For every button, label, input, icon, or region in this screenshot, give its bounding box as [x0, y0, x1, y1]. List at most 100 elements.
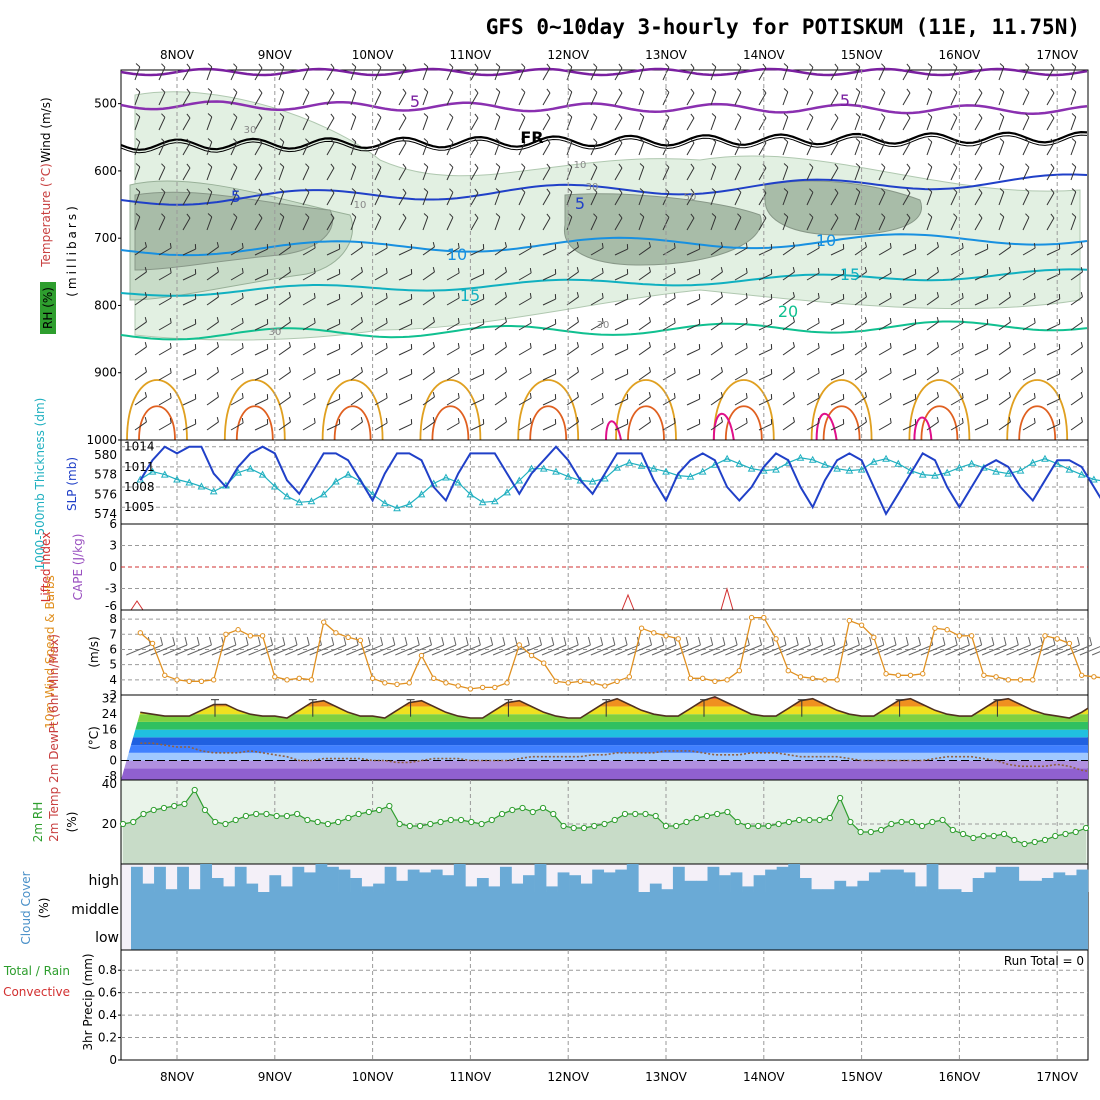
wind-barb — [182, 217, 191, 231]
contour-loop-30 — [724, 405, 763, 441]
wind-barb — [278, 166, 285, 181]
slp-series — [136, 445, 1100, 517]
wind-barb — [662, 217, 670, 231]
cloud-high-bar — [672, 866, 685, 892]
wind-barb-flag — [978, 188, 983, 194]
wind-barb — [782, 66, 789, 81]
surface-barb-flag — [526, 636, 530, 646]
wind-barb-flag — [953, 213, 958, 218]
wind-barb-flag — [618, 213, 623, 219]
contour-loop-25 — [712, 379, 775, 441]
wind-barb — [854, 246, 867, 256]
wind-barb-flag — [1050, 138, 1055, 144]
wind-barb-flag — [864, 341, 867, 348]
surface-barb — [333, 644, 359, 656]
wind-barb-flag — [906, 163, 911, 169]
wind-barb-flag — [576, 366, 579, 373]
wind-barb-flag — [288, 266, 291, 273]
contour-loop-25 — [223, 379, 286, 441]
wind-barb — [710, 141, 717, 156]
wind-barb-flag — [1080, 341, 1083, 348]
wind-barb-flag — [216, 316, 219, 323]
surface-barb — [236, 644, 261, 656]
wind-barb — [686, 348, 700, 356]
wind-barb-flag — [906, 188, 911, 194]
thickness-point — [747, 464, 756, 472]
wind-barb-flag — [817, 392, 820, 399]
wind-barb — [1046, 298, 1060, 306]
wind-speed-point — [369, 675, 376, 682]
wind-barb-flag — [313, 367, 316, 374]
cloud-high-bar — [984, 872, 997, 892]
wind-barb-flag — [241, 292, 244, 299]
cloud-high-bar — [488, 886, 501, 892]
wind-barb-flag — [567, 213, 573, 218]
wind-speed-point — [516, 642, 522, 648]
wind-barb-flag — [690, 188, 695, 194]
date-label-bottom: 17NOV — [1036, 1070, 1078, 1084]
wind-barb — [182, 142, 191, 156]
wind-barb — [278, 421, 291, 431]
thickness-point — [821, 460, 829, 468]
cloud-high-bar — [338, 869, 351, 892]
surface-barb-flag — [282, 636, 286, 646]
wind-barb — [662, 372, 676, 381]
wind-barb — [398, 167, 407, 181]
wind-barb — [782, 166, 789, 181]
wind-barb-flag — [783, 163, 789, 168]
wind-barb — [830, 92, 839, 106]
wind-barb — [806, 347, 820, 356]
wind-barb-flag — [889, 367, 892, 374]
wind-barb — [902, 217, 911, 231]
wind-barb-flag — [639, 88, 645, 93]
rh-point — [488, 816, 495, 824]
wind-barb-flag — [936, 291, 939, 298]
date-label-bottom: 10NOV — [352, 1070, 394, 1084]
contour-label: 50 — [684, 192, 697, 203]
date-label-top: 15NOV — [841, 48, 883, 62]
wind-barb-flag — [186, 88, 191, 94]
contour-label: 15 — [840, 265, 860, 284]
ylabel-slp: SLP (mb) — [65, 457, 79, 511]
surface-barb — [162, 644, 188, 656]
surface-barb — [285, 644, 310, 656]
wind-barb-flag — [1050, 188, 1055, 194]
cloud-high-bar — [811, 889, 824, 892]
wind-barb — [590, 272, 604, 281]
cloud-high-bar — [903, 872, 916, 892]
wind-barb-flag — [889, 292, 892, 299]
wind-barb — [1046, 192, 1055, 206]
run-total: Run Total = 0 — [1004, 954, 1084, 968]
wind-barb — [278, 191, 285, 206]
wind-barb-flag — [1071, 63, 1077, 68]
wind-barb — [1070, 166, 1077, 181]
wind-speed-point — [748, 614, 755, 621]
wind-barb — [710, 191, 717, 206]
wind-barb — [566, 346, 579, 356]
wind-barb — [926, 166, 933, 181]
wind-barb-flag — [809, 88, 814, 93]
surface-barb-flag — [807, 636, 811, 646]
wind-barb — [374, 347, 388, 356]
wind-barb — [542, 92, 551, 106]
wind-barb — [446, 167, 454, 181]
thickness-point — [637, 461, 646, 469]
wind-barb — [782, 321, 795, 331]
wind-barb — [662, 397, 676, 406]
wind-barb — [470, 192, 479, 206]
surface-barb-flag — [306, 636, 310, 646]
wind-barb — [302, 117, 310, 131]
surface-barb-flag — [539, 636, 543, 646]
wind-barb-flag — [648, 391, 651, 398]
wind-barb — [758, 398, 772, 406]
cloud-high-bar — [499, 866, 512, 892]
wind-barb-flag — [402, 138, 407, 144]
wind-barb-flag — [1025, 88, 1030, 93]
wind-barb — [398, 423, 412, 431]
wind-barb — [974, 323, 988, 331]
wind-barb-flag — [648, 416, 651, 423]
wind-barb — [134, 396, 147, 406]
wind-barb — [134, 141, 141, 156]
wind-barb — [134, 216, 141, 231]
